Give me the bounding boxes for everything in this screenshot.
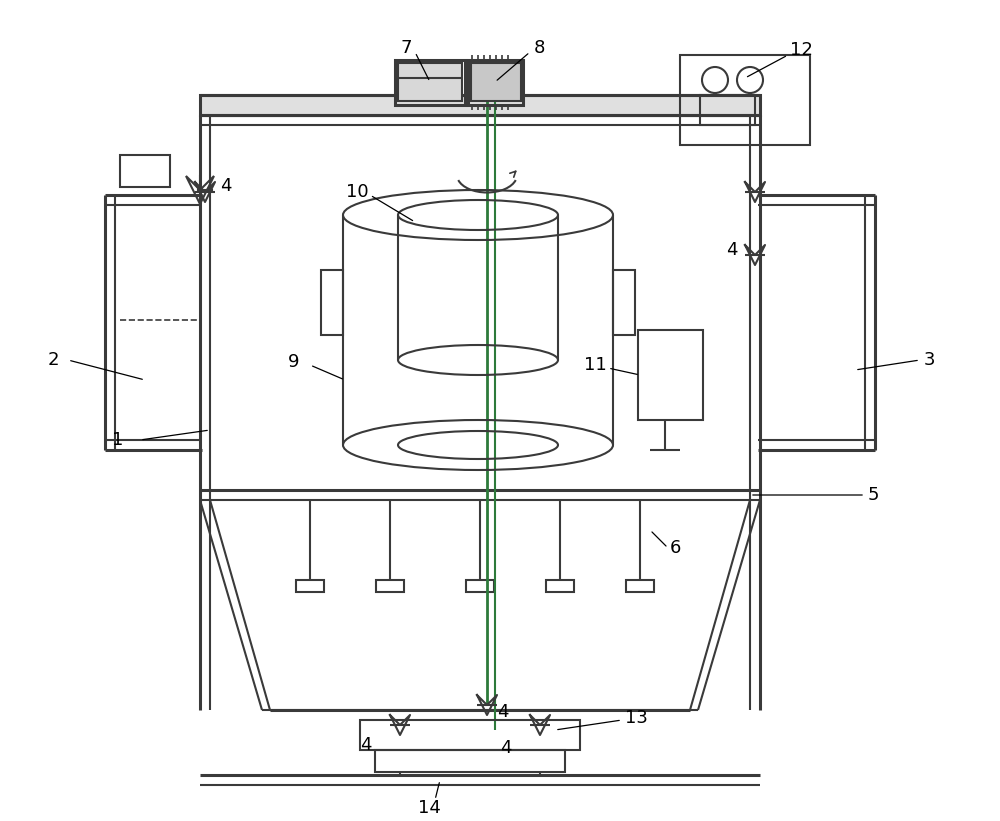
Bar: [546, 580, 574, 592]
Text: 4: 4: [500, 739, 512, 757]
Bar: [360, 720, 580, 750]
Text: 2: 2: [48, 351, 60, 369]
Text: 9: 9: [288, 353, 300, 371]
Text: 4: 4: [497, 703, 509, 721]
Text: 10: 10: [346, 183, 369, 201]
Bar: [395, 60, 465, 105]
Bar: [200, 95, 760, 115]
Text: 14: 14: [418, 799, 441, 817]
Text: 4: 4: [220, 177, 232, 195]
Text: 13: 13: [625, 709, 648, 727]
Bar: [626, 580, 654, 592]
Bar: [376, 580, 404, 592]
Text: 5: 5: [868, 486, 880, 504]
Bar: [466, 580, 494, 592]
Text: 8: 8: [534, 39, 545, 57]
Bar: [700, 95, 755, 125]
Bar: [613, 270, 635, 335]
Bar: [398, 63, 462, 101]
Text: 4: 4: [360, 736, 372, 754]
Text: 4: 4: [726, 241, 738, 259]
Bar: [638, 330, 703, 420]
Bar: [680, 55, 810, 145]
Text: 11: 11: [584, 356, 607, 374]
Bar: [468, 60, 523, 105]
Text: 3: 3: [924, 351, 936, 369]
Text: 7: 7: [400, 39, 412, 57]
Text: 6: 6: [670, 539, 681, 557]
Bar: [120, 155, 170, 187]
Bar: [296, 580, 324, 592]
Bar: [375, 750, 565, 772]
Text: 12: 12: [790, 41, 813, 59]
Text: 1: 1: [112, 431, 123, 449]
Bar: [471, 63, 521, 101]
Bar: [321, 270, 343, 335]
